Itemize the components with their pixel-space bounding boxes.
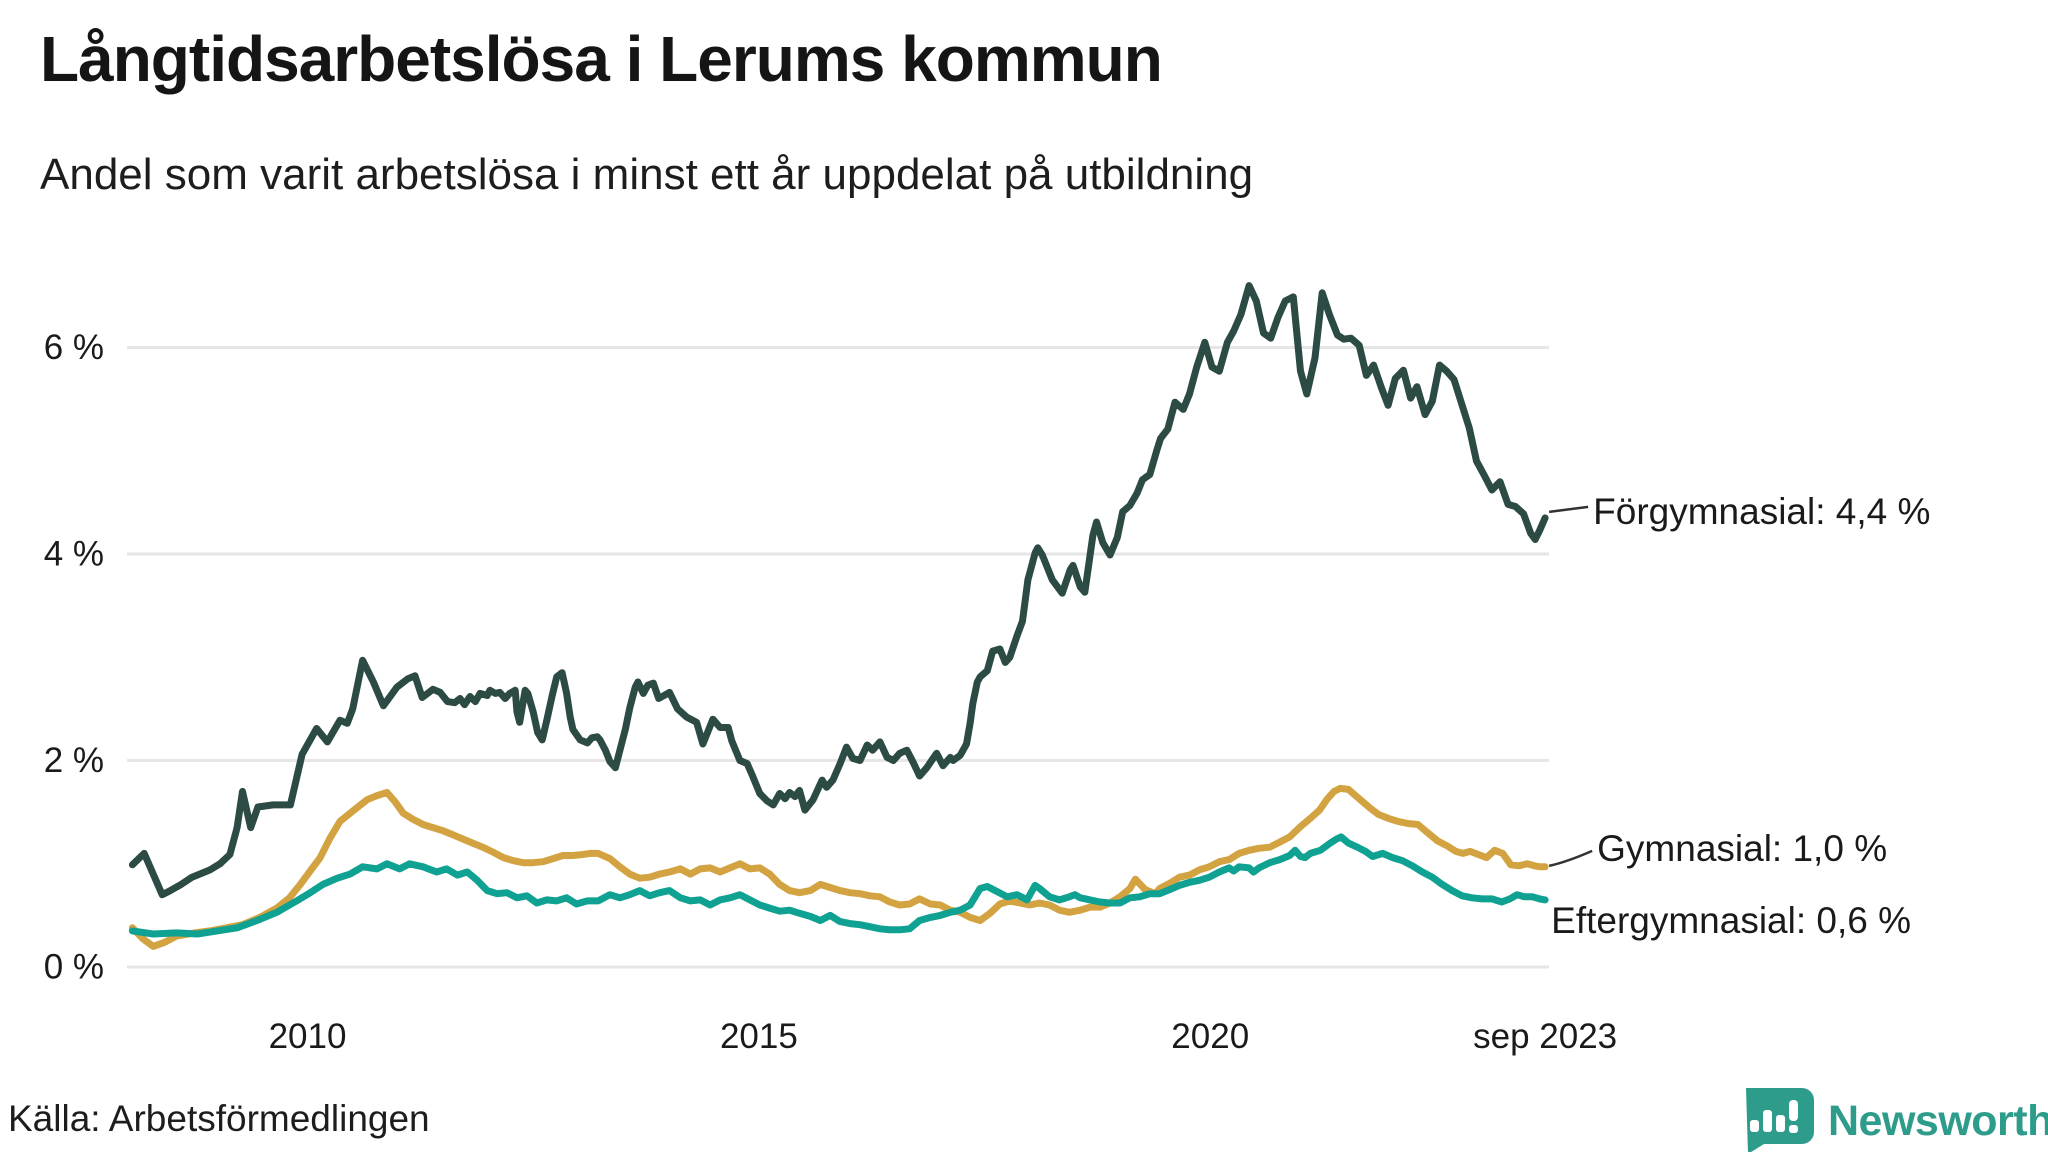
series-end-label-forgymnasial: Förgymnasial: 4,4 % — [1593, 490, 1931, 532]
x-tick-label: 2015 — [720, 1017, 798, 1056]
x-tick-label: 2010 — [269, 1017, 347, 1056]
y-tick-label: 2 % — [44, 741, 104, 780]
x-tick-label: sep 2023 — [1473, 1017, 1617, 1056]
series-line-gymnasial — [128, 784, 1549, 950]
y-tick-label: 6 % — [44, 328, 104, 367]
y-tick-label: 0 % — [44, 948, 104, 987]
series-end-label-gymnasial: Gymnasial: 1,0 % — [1597, 827, 1888, 869]
newsworthy-icon — [1746, 1088, 1814, 1152]
x-tick-label: 2020 — [1171, 1017, 1249, 1056]
series-line-eftergymnasial — [128, 833, 1549, 938]
page-title: Långtidsarbetslösa i Lerums kommun — [40, 23, 1163, 95]
label-connector-gymnasial — [1548, 849, 1593, 868]
source-note: Källa: Arbetsförmedlingen — [8, 1098, 430, 1139]
label-connector-forgymnasial — [1548, 505, 1589, 514]
newsworthy-wordmark: Newsworthy — [1828, 1096, 2048, 1145]
series-end-label-eftergymnasial: Eftergymnasial: 0,6 % — [1551, 899, 1912, 941]
page-subtitle: Andel som varit arbetslösa i minst ett å… — [40, 150, 1254, 199]
newsworthy-logo[interactable]: Newsworthy — [1734, 1088, 2048, 1152]
series-line-forgymnasial — [128, 282, 1549, 899]
y-tick-label: 4 % — [44, 535, 104, 574]
